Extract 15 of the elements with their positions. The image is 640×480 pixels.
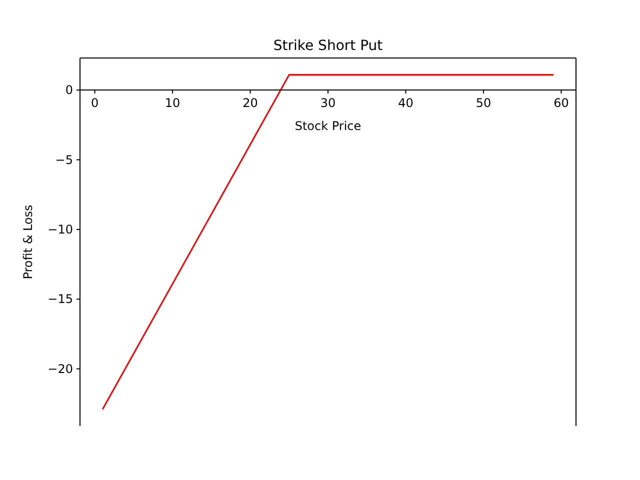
- y-tick-label: 0: [65, 83, 73, 98]
- x-tick-label: 30: [320, 96, 336, 110]
- y-axis-title: Profit & Loss: [21, 204, 35, 280]
- y-tick-label: −15: [48, 292, 73, 306]
- x-tick-label: 20: [242, 96, 258, 110]
- y-tick-label: −10: [48, 222, 73, 236]
- y-tick-label: −5: [55, 152, 73, 167]
- x-tick-label: 50: [476, 96, 492, 110]
- x-tick-label: 60: [554, 96, 569, 110]
- x-tick-label: 10: [164, 96, 180, 110]
- y-tick-label: −20: [48, 362, 73, 376]
- chart-title: Strike Short Put: [273, 38, 384, 54]
- x-tick-label: 40: [398, 96, 414, 110]
- x-axis-title: Stock Price: [294, 119, 362, 134]
- x-tick-label: 0: [90, 96, 99, 110]
